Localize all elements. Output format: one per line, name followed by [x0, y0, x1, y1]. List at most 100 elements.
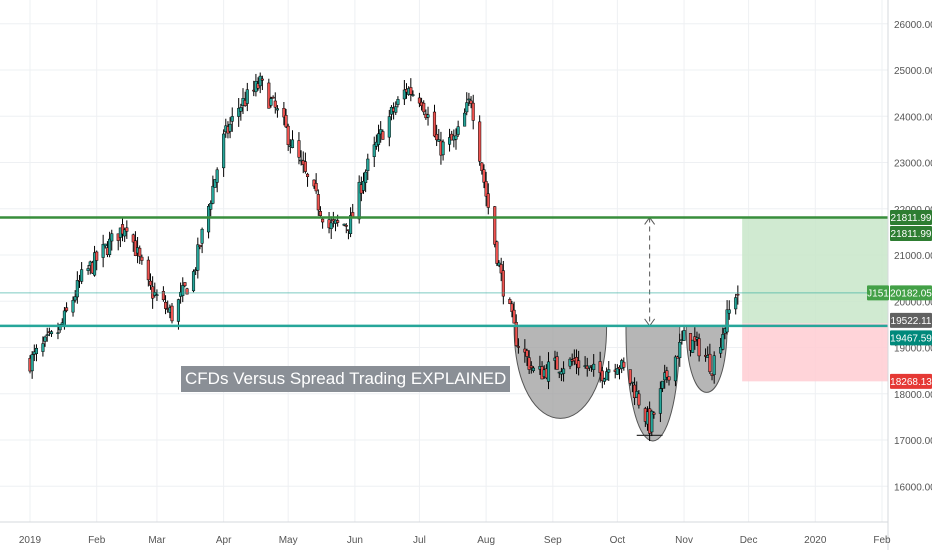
candle-body-192 [605, 371, 609, 381]
x-tick-label-5: Jun [347, 535, 363, 546]
candle-94 [312, 179, 316, 189]
candle-body-153 [486, 193, 490, 208]
candle-body-14 [71, 300, 75, 313]
candle-body-209 [658, 388, 662, 414]
candle-51 [181, 277, 185, 303]
candle-body-60 [209, 203, 213, 210]
candle-114 [372, 136, 376, 168]
candle-body-63 [215, 169, 219, 183]
candle-78 [260, 75, 264, 91]
candle-body-150 [480, 162, 484, 171]
label-current-bg [890, 285, 932, 301]
x-tick-label-3: Apr [216, 535, 232, 546]
position-zones [742, 217, 888, 382]
candles [28, 72, 740, 442]
candle-199 [628, 369, 632, 386]
candle-234 [734, 293, 738, 315]
candle-213 [667, 376, 671, 386]
candle-body-127 [409, 87, 413, 95]
candle-195 [615, 364, 619, 375]
candle-109 [357, 175, 361, 224]
candle-body-85 [284, 115, 288, 128]
candle-127 [409, 78, 413, 102]
candle-body-82 [273, 100, 277, 108]
candle-body-53 [185, 288, 189, 295]
candle-body-10 [58, 324, 62, 331]
candle-142 [454, 128, 458, 150]
candle-body-81 [271, 96, 275, 99]
candle-body-190 [600, 370, 604, 382]
candle-body-178 [562, 368, 566, 374]
candle-body-40 [148, 280, 153, 286]
candle-body-228 [712, 355, 716, 375]
candle-143 [456, 120, 460, 137]
candle-167 [529, 361, 533, 374]
candle-body-44 [161, 291, 165, 301]
x-tick-label-0: 2019 [19, 535, 42, 546]
candle-27 [108, 231, 112, 258]
candle-body-1 [30, 354, 34, 372]
candle-173 [546, 352, 551, 390]
candle-159 [508, 297, 512, 305]
candle-body-56 [196, 244, 200, 271]
candle-162 [514, 314, 518, 347]
x-tick-label-2: Mar [148, 535, 166, 546]
profit-zone [742, 217, 888, 324]
candle-body-94 [312, 179, 316, 187]
candle-136 [437, 128, 441, 142]
candle-body-37 [138, 247, 142, 257]
candle-209 [658, 381, 662, 423]
y-tick-label-10: 26000.00 [894, 20, 932, 31]
candle-body-193 [607, 369, 611, 373]
candle-body-213 [667, 376, 671, 381]
candle-body-114 [372, 144, 376, 157]
candle-body-152 [484, 181, 488, 197]
candle-body-25 [103, 243, 107, 247]
candle-body-23 [95, 251, 99, 261]
y-tick-label-9: 25000.00 [894, 66, 932, 77]
candle-body-163 [516, 346, 520, 348]
candle-229 [719, 337, 723, 358]
label-resistance-bg [890, 225, 932, 241]
candle-body-27 [108, 238, 112, 255]
candle-body-43 [155, 294, 159, 296]
candle-68 [230, 107, 234, 132]
candle-15 [73, 290, 77, 303]
label-resistance-text: 21811.99 [891, 229, 932, 240]
candle-188 [592, 354, 596, 377]
candle-body-188 [592, 363, 596, 370]
candle-28 [110, 229, 114, 251]
candle-body-147 [469, 100, 473, 104]
candle-31 [120, 218, 125, 242]
label-current-tag-text: J151 [867, 289, 889, 300]
candle-220 [691, 339, 695, 353]
candle-166 [527, 350, 531, 375]
candle-body-160 [510, 303, 514, 312]
candle-57 [198, 244, 202, 250]
candle-body-155 [495, 241, 499, 264]
candle-64 [222, 129, 226, 177]
candle-144 [463, 108, 467, 127]
candle-97 [318, 206, 323, 219]
candle-39 [146, 256, 150, 287]
candle-body-200 [630, 381, 634, 384]
candle-22 [92, 245, 97, 277]
candle-body-123 [396, 99, 400, 105]
candle-body-31 [120, 224, 125, 235]
candle-body-52 [183, 282, 187, 287]
candle-14 [71, 296, 75, 317]
candle-body-83 [275, 108, 279, 111]
label-stop: 18268.13 [890, 373, 932, 389]
candle-body-144 [463, 112, 467, 127]
candle-body-4 [41, 343, 45, 352]
candle-40 [148, 273, 153, 290]
overlay-title: CFDs Versus Spread Trading EXPLAINED [181, 366, 511, 392]
candle-body-234 [734, 297, 738, 310]
candle-233 [727, 300, 731, 320]
candle-body-189 [598, 361, 602, 374]
candle-body-220 [691, 339, 695, 353]
candle-body-3 [34, 348, 39, 354]
candle-body-198 [622, 361, 626, 368]
candle-98 [321, 218, 325, 229]
candle-81 [271, 95, 275, 99]
